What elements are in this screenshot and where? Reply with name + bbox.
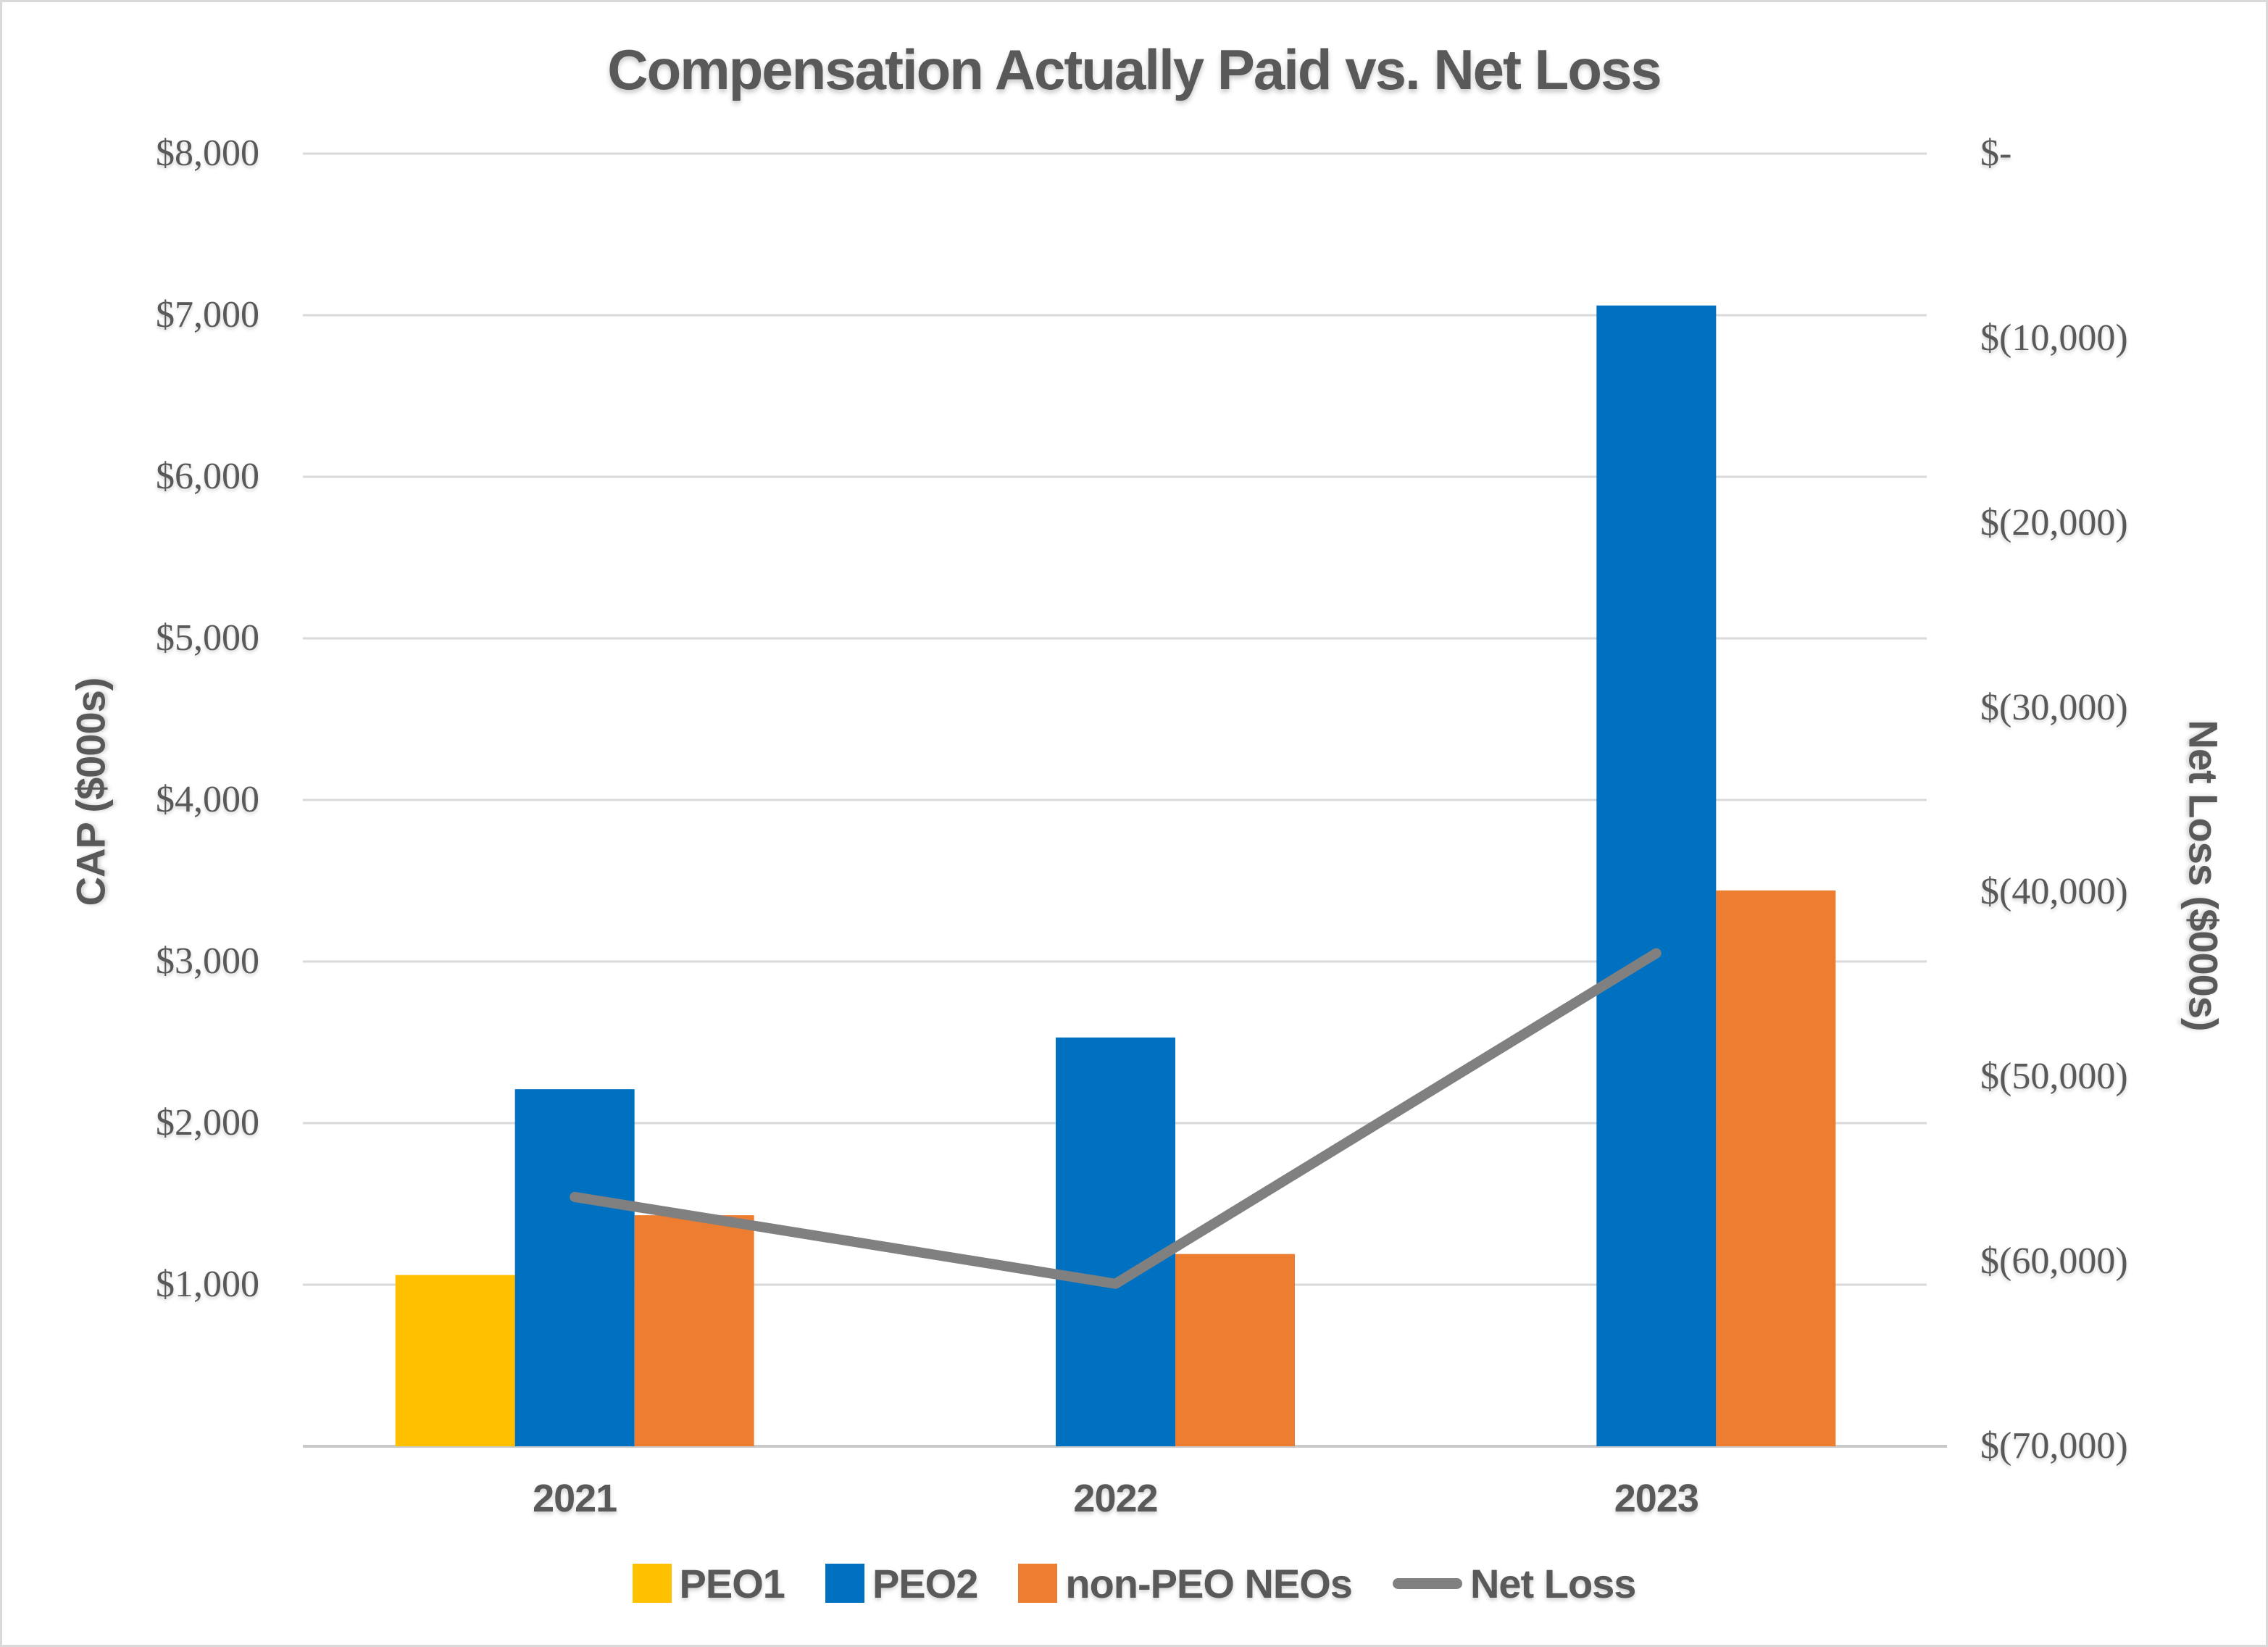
legend-item-net-loss: Net Loss bbox=[1392, 1560, 1636, 1607]
right-axis-tick-label: $(40,000) bbox=[1980, 871, 2128, 913]
right-axis-tick-label: $(20,000) bbox=[1980, 501, 2128, 543]
left-axis-tick-label: $1,000 bbox=[156, 1264, 259, 1305]
legend-color-swatch bbox=[632, 1564, 672, 1603]
right-axis-tick-label: $(10,000) bbox=[1980, 317, 2128, 359]
legend-color-swatch bbox=[825, 1564, 864, 1603]
legend-line-swatch bbox=[1392, 1577, 1462, 1589]
left-axis-tick-label: $2,000 bbox=[156, 1102, 259, 1143]
bar-peo2-2023 bbox=[1596, 305, 1717, 1446]
bar-non-peo-neos-2023 bbox=[1716, 890, 1836, 1446]
category-label-2021: 2021 bbox=[533, 1477, 617, 1520]
legend-label: Net Loss bbox=[1469, 1560, 1636, 1606]
legend-item-peo2: PEO2 bbox=[825, 1560, 978, 1607]
legend-label: PEO1 bbox=[679, 1560, 785, 1606]
left-axis-tick-label: $8,000 bbox=[156, 133, 259, 174]
left-axis-tick-label: $4,000 bbox=[156, 779, 259, 820]
bar-peo1-2021 bbox=[395, 1275, 515, 1446]
legend-color-swatch bbox=[1018, 1564, 1058, 1603]
left-axis-tick-label: $5,000 bbox=[156, 617, 259, 659]
bar-peo2-2022 bbox=[1056, 1037, 1175, 1446]
chart-title: Compensation Actually Paid vs. Net Loss bbox=[607, 38, 1662, 101]
legend-item-peo1: PEO1 bbox=[632, 1560, 785, 1607]
left-axis-tick-label: $6,000 bbox=[156, 456, 259, 497]
right-axis-tick-label: $- bbox=[1980, 133, 2012, 174]
right-axis-tick-label: $(60,000) bbox=[1980, 1241, 2128, 1283]
net-loss-line bbox=[570, 948, 1662, 1289]
right-axis-tick-label: $(70,000) bbox=[1980, 1425, 2128, 1467]
category-label-2022: 2022 bbox=[1073, 1477, 1158, 1520]
bar-non-peo-neos-2021 bbox=[634, 1215, 754, 1446]
legend-item-non-peo-neos: non-PEO NEOs bbox=[1018, 1560, 1353, 1607]
left-axis-tick-label: $7,000 bbox=[156, 294, 259, 335]
legend-label: PEO2 bbox=[872, 1560, 978, 1606]
bar-peo2-2021 bbox=[514, 1089, 635, 1446]
bar-non-peo-neos-2022 bbox=[1175, 1254, 1295, 1446]
legend: PEO1 PEO2 non-PEO NEOs Net Loss bbox=[2, 1557, 2266, 1609]
right-axis-tick-label: $(50,000) bbox=[1980, 1056, 2128, 1098]
legend-label: non-PEO NEOs bbox=[1065, 1560, 1353, 1606]
right-axis-tick-label: $(30,000) bbox=[1980, 686, 2128, 728]
left-axis-tick-label: $3,000 bbox=[156, 941, 259, 982]
category-label-2023: 2023 bbox=[1614, 1477, 1699, 1520]
